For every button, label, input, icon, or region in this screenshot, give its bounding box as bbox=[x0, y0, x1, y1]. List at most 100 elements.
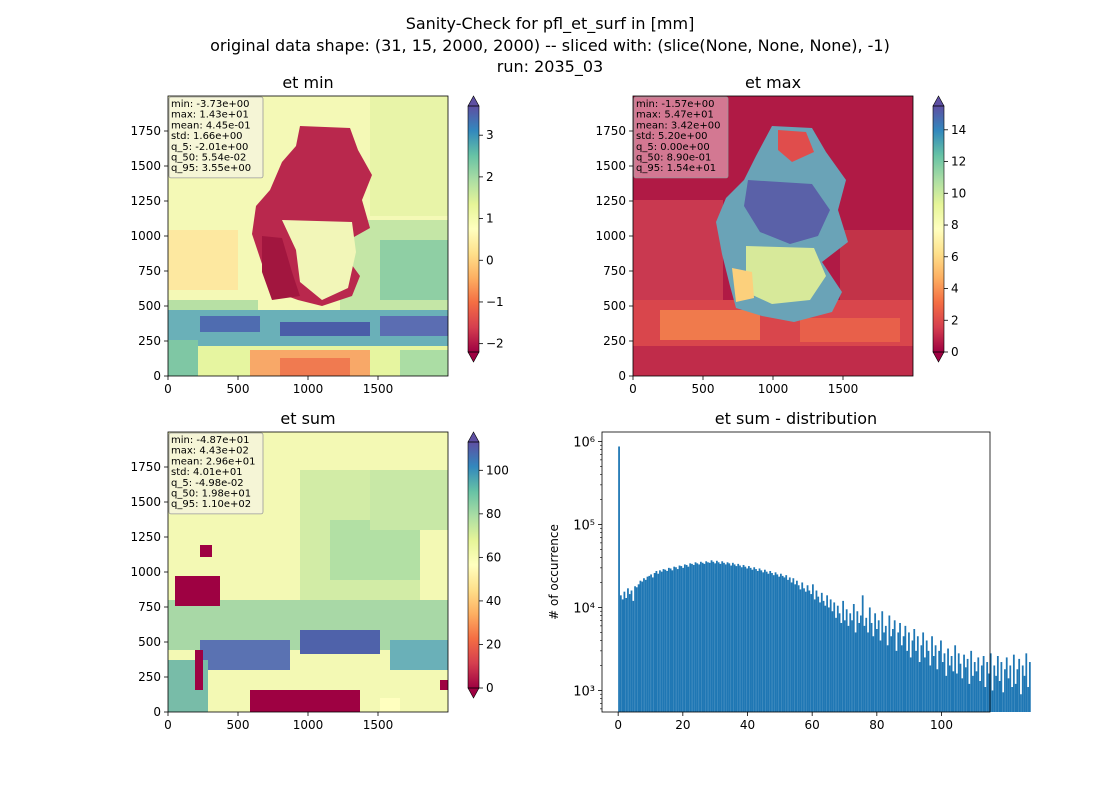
histogram-bar bbox=[829, 599, 832, 712]
histogram-bar bbox=[721, 561, 724, 712]
stats-line: q_95: 1.54e+01 bbox=[636, 163, 716, 174]
histogram-bar bbox=[772, 575, 775, 712]
histogram-bar bbox=[881, 611, 884, 712]
histogram-bar bbox=[803, 588, 805, 712]
histogram-bar bbox=[1021, 665, 1024, 712]
histogram-bar bbox=[945, 675, 948, 712]
histogram-bar bbox=[916, 636, 919, 712]
histogram-bar bbox=[957, 653, 960, 712]
histogram-bar bbox=[1005, 657, 1008, 712]
y-tick-label: 250 bbox=[138, 334, 161, 348]
colorbar-gradient bbox=[468, 106, 479, 352]
histogram-bar bbox=[719, 563, 722, 712]
histogram-bar bbox=[659, 570, 661, 712]
histogram-bar bbox=[1025, 653, 1028, 712]
histogram-bar bbox=[1028, 662, 1031, 712]
histogram-bar bbox=[779, 573, 782, 712]
histogram-bar bbox=[671, 570, 674, 712]
x-tick-label: 0 bbox=[614, 718, 622, 732]
histogram-bar bbox=[927, 650, 930, 712]
histogram-bar bbox=[902, 636, 905, 712]
histogram-bar bbox=[932, 656, 935, 712]
histogram-bar bbox=[906, 650, 909, 712]
histogram-bar bbox=[872, 636, 875, 712]
x-tick-label: 500 bbox=[227, 718, 250, 732]
histogram-bar bbox=[911, 640, 914, 712]
histogram-bar bbox=[755, 569, 757, 712]
histogram-bar bbox=[733, 564, 736, 712]
histogram-bar bbox=[769, 570, 772, 712]
histogram-bar bbox=[728, 563, 731, 712]
stats-line: q_95: 3.55e+00 bbox=[171, 163, 251, 174]
histogram-bar bbox=[890, 636, 893, 712]
histogram-bar bbox=[820, 592, 823, 712]
histogram-bar bbox=[788, 577, 791, 712]
colorbar-gradient bbox=[933, 106, 944, 352]
colorbar-gradient bbox=[468, 442, 479, 688]
histogram-bar bbox=[804, 591, 807, 712]
histogram-bar bbox=[669, 568, 672, 712]
histogram-bar bbox=[986, 662, 989, 712]
histogram-bar bbox=[731, 562, 734, 712]
panel-et-min: et min 0 500 1000 1500 0 250 500 750 1000 1250 15… bbox=[130, 73, 503, 396]
histogram-bar bbox=[854, 632, 857, 712]
histogram-bar bbox=[943, 653, 946, 712]
x-tick-label: 80 bbox=[869, 718, 884, 732]
histogram-bar bbox=[623, 591, 626, 712]
histogram-bar bbox=[682, 567, 684, 712]
histogram-bar bbox=[838, 613, 841, 712]
x-tick-label: 500 bbox=[227, 382, 250, 396]
y-tick-label: 10⁶ bbox=[573, 435, 595, 450]
y-tick-label: 0 bbox=[153, 705, 161, 719]
colorbar-frame bbox=[932, 105, 945, 353]
histogram-bar bbox=[861, 595, 864, 712]
y-tick-label: 1750 bbox=[130, 460, 161, 474]
histogram-bar bbox=[712, 561, 715, 712]
histogram-bar bbox=[783, 577, 786, 712]
histogram-bar bbox=[662, 569, 665, 712]
histogram-bar bbox=[692, 564, 695, 712]
histogram-bar bbox=[708, 562, 711, 712]
histogram-bar bbox=[840, 622, 843, 712]
histogram-bar bbox=[1009, 665, 1012, 712]
histogram-bar bbox=[723, 562, 725, 712]
y-tick-label: 1500 bbox=[130, 159, 161, 173]
histogram-bar bbox=[648, 575, 651, 712]
histogram-bar bbox=[774, 572, 777, 712]
histogram-bar bbox=[678, 565, 681, 712]
histogram-bar bbox=[655, 570, 658, 712]
stats-line: q_5: -2.01e+00 bbox=[171, 142, 248, 153]
y-axis: 0 250 500 750 1000 1250 1500 1750 bbox=[130, 460, 168, 719]
histogram-bar bbox=[657, 573, 660, 712]
histogram-bar bbox=[653, 573, 656, 712]
colorbar-extend-min bbox=[932, 351, 945, 363]
histogram-bar bbox=[845, 609, 848, 712]
y-tick-label: 0 bbox=[618, 369, 626, 383]
stats-line: std: 4.01e+01 bbox=[171, 467, 243, 478]
histogram-bar bbox=[980, 665, 983, 712]
x-tick-label: 1000 bbox=[293, 718, 324, 732]
heatmap-image bbox=[168, 432, 448, 712]
histogram-bar bbox=[739, 565, 741, 712]
histogram-bar bbox=[964, 667, 967, 712]
panel-et-sum-distribution: et sum - distribution 0 20 40 60 80 100 10³10… bbox=[547, 409, 1031, 732]
histogram-bar bbox=[844, 620, 846, 712]
histogram-bar bbox=[801, 582, 804, 712]
histogram-bar bbox=[1012, 654, 1015, 712]
figure-title: Sanity-Check for pfl_et_surf in [mm] ori… bbox=[210, 14, 890, 77]
histogram-bar bbox=[651, 577, 654, 712]
histogram-bar bbox=[815, 590, 818, 712]
histogram-bar bbox=[664, 569, 667, 712]
x-tick-label: 1500 bbox=[828, 382, 859, 396]
histogram-bar bbox=[714, 563, 716, 712]
y-axis-label: # of occurrence bbox=[547, 524, 561, 620]
histogram-bar bbox=[749, 567, 752, 712]
histogram-bar bbox=[842, 600, 845, 712]
colorbar-tick-label: 0 bbox=[486, 253, 494, 267]
stats-line: max: 4.43e+02 bbox=[171, 446, 249, 457]
histogram-bar bbox=[884, 625, 887, 712]
histogram-bar bbox=[618, 446, 620, 712]
histogram-bar bbox=[724, 564, 727, 712]
colorbar-extend-max bbox=[467, 95, 480, 107]
histogram-bar bbox=[863, 625, 866, 712]
